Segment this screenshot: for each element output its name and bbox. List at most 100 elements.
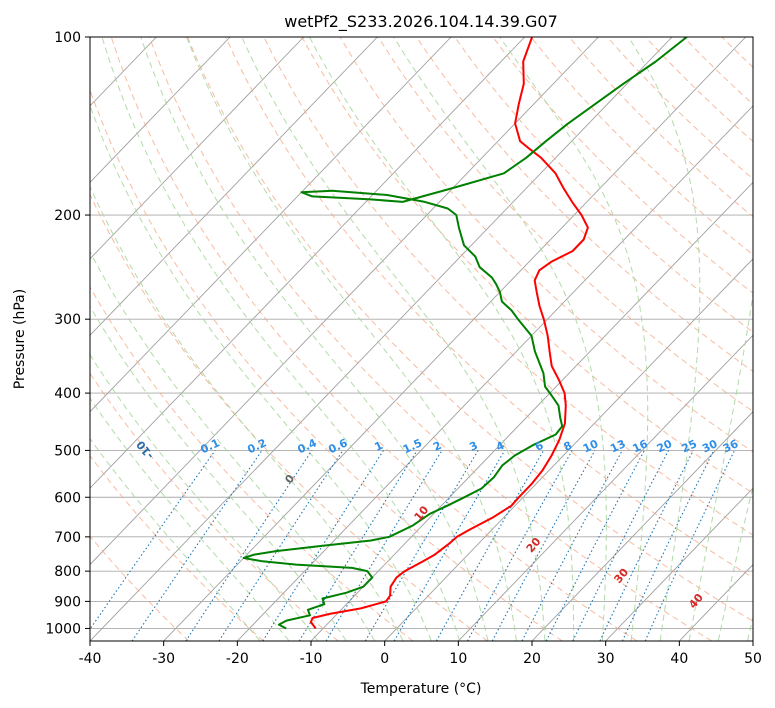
moist-adiabat-line bbox=[140, 37, 489, 641]
mixing-ratio-line bbox=[435, 450, 545, 641]
dry-adiabat-line bbox=[225, 37, 753, 579]
mixing-ratio-line bbox=[491, 450, 596, 641]
dry-adiabat-line bbox=[301, 37, 753, 494]
x-tick-label: -20 bbox=[226, 651, 249, 667]
moist-adiabat-line bbox=[628, 37, 701, 641]
dry-adiabat-line bbox=[721, 37, 753, 68]
isotherm-line bbox=[0, 37, 9, 641]
mixing-ratio-line bbox=[545, 450, 645, 641]
mixing-ratio-line bbox=[644, 450, 736, 641]
mixing-ratio-line bbox=[599, 450, 694, 641]
moist-adiabat-line bbox=[499, 37, 649, 641]
isotherm-line bbox=[90, 37, 526, 489]
isotherm-line bbox=[384, 258, 753, 641]
dry-adiabat-label: -20 bbox=[52, 408, 74, 432]
plot-area: -100-90-80-70-60-50-40-30-20-100.10.20.4… bbox=[0, 37, 753, 641]
y-tick-label: 1000 bbox=[45, 621, 81, 637]
isotherm-line bbox=[90, 37, 305, 260]
x-tick-label: -10 bbox=[300, 651, 323, 667]
dry-adiabat-line bbox=[90, 455, 264, 641]
isotherm-line bbox=[163, 37, 747, 641]
y-tick-label: 600 bbox=[54, 490, 81, 506]
dry-adiabat-line bbox=[530, 37, 753, 256]
mixing-ratio-line bbox=[467, 450, 573, 641]
mixing-ratio-label: 20 bbox=[655, 437, 675, 455]
x-tick-label: 50 bbox=[744, 651, 762, 667]
chart-title: wetPf2_S233.2026.104.14.39.G07 bbox=[284, 12, 558, 32]
isotherm-line bbox=[679, 563, 753, 641]
mixing-ratio-label: 25 bbox=[680, 437, 699, 455]
x-tick-label: -40 bbox=[79, 651, 102, 667]
isotherm-line bbox=[90, 37, 673, 641]
moist-adiabat-line bbox=[186, 37, 517, 641]
x-tick-label: -30 bbox=[152, 651, 175, 667]
moist-adiabat-line bbox=[90, 353, 318, 641]
moist-adiabat-label: 40 bbox=[686, 591, 706, 611]
moist-adiabat-line bbox=[747, 615, 753, 641]
axes: -40 -30 -20 -10 0 10 20 30 40 5010020030040050060… bbox=[45, 30, 762, 667]
dry-adiabat-line bbox=[263, 37, 753, 536]
dry-adiabat-line bbox=[90, 193, 488, 641]
moist-adiabat-line bbox=[90, 397, 290, 641]
x-axis-title: Temperature (°C) bbox=[360, 681, 482, 697]
mixing-ratio-line bbox=[218, 450, 344, 641]
dry-adiabat-line bbox=[187, 37, 753, 622]
moist-adiabat-label: 0 bbox=[282, 472, 297, 486]
x-tick-label: 20 bbox=[523, 651, 541, 667]
mixing-ratio-line bbox=[364, 450, 479, 641]
plot-frame bbox=[89, 36, 754, 642]
mixing-ratio-line bbox=[572, 450, 670, 641]
y-tick-label: 900 bbox=[54, 594, 81, 610]
y-axis-title: Pressure (hPa) bbox=[12, 289, 28, 389]
mixing-ratio-line bbox=[325, 450, 443, 641]
dry-adiabat-line bbox=[454, 37, 753, 333]
y-tick-label: 800 bbox=[54, 564, 81, 580]
isotherm-line bbox=[90, 37, 231, 183]
mixing-ratio-label: 0.2 bbox=[245, 436, 268, 456]
dry-adiabat-line bbox=[90, 372, 339, 641]
moist-adiabat-line bbox=[241, 37, 546, 641]
x-tick-label: 40 bbox=[670, 651, 688, 667]
mixing-ratio-line bbox=[393, 450, 506, 641]
y-tick-label: 300 bbox=[54, 312, 81, 328]
mixing-ratio-line bbox=[90, 450, 216, 631]
mixing-ratio-label: 10 bbox=[581, 437, 601, 455]
isotherm-line bbox=[531, 411, 753, 641]
y-tick-label: 500 bbox=[54, 443, 81, 459]
temperature-profile-line bbox=[309, 37, 589, 630]
isotherm-line bbox=[90, 37, 378, 336]
x-tick-label: 0 bbox=[380, 651, 389, 667]
mixing-ratio-label: 1.5 bbox=[401, 436, 424, 456]
moist-adiabat-line bbox=[101, 37, 460, 641]
mixing-ratio-label: 0.6 bbox=[326, 436, 349, 456]
moist-adiabat-line bbox=[90, 185, 404, 641]
dewpoint-profile-line bbox=[242, 37, 688, 630]
dry-adiabat-line bbox=[148, 37, 712, 641]
mixing-ratio-label: 0.1 bbox=[199, 436, 222, 456]
moist-adiabat-line bbox=[90, 250, 375, 641]
mixing-ratio-label: 36 bbox=[721, 437, 741, 455]
isotherm-line bbox=[605, 487, 753, 641]
mixing-ratio-line bbox=[298, 450, 418, 641]
isotherm-line bbox=[90, 37, 452, 413]
mixing-ratio-label: 30 bbox=[700, 437, 720, 455]
isotherm-line bbox=[458, 334, 753, 641]
moist-adiabat-label: 30 bbox=[611, 566, 631, 586]
moist-adiabat-line bbox=[90, 305, 347, 641]
moist-adiabat-line bbox=[309, 37, 575, 641]
dry-adiabat-line bbox=[683, 37, 753, 105]
dry-adiabat-line bbox=[568, 37, 753, 218]
y-tick-label: 200 bbox=[54, 208, 81, 224]
mixing-ratio-label: 16 bbox=[630, 437, 650, 455]
x-tick-label: 10 bbox=[449, 651, 467, 667]
dry-adiabat-line bbox=[110, 37, 638, 641]
mixing-ratio-label: 2 bbox=[431, 439, 443, 454]
y-tick-label: 700 bbox=[54, 530, 81, 546]
moist-adiabat-line bbox=[717, 484, 753, 641]
y-tick-label: 100 bbox=[54, 30, 81, 46]
x-tick-label: 30 bbox=[597, 651, 615, 667]
mixing-ratio-line bbox=[621, 450, 715, 641]
mixing-ratio-line bbox=[131, 450, 263, 641]
y-tick-label: 400 bbox=[54, 386, 81, 402]
